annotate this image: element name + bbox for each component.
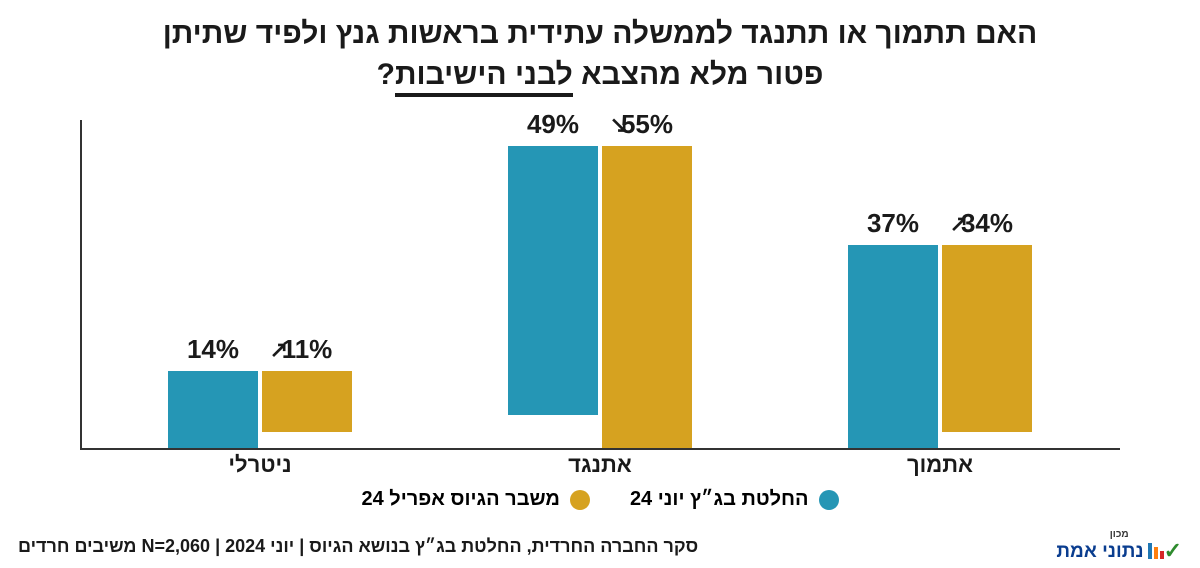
- bar-series1: 34%: [942, 245, 1032, 432]
- bar-value-label: 49%: [508, 109, 598, 146]
- logo-bars-icon: [1148, 543, 1164, 559]
- category-axis: אתמוך אתנגד ניטרלי: [80, 452, 1120, 482]
- legend-swatch-icon: [819, 490, 839, 510]
- legend-label: החלטת בג״ץ יוני 24: [630, 488, 809, 511]
- legend: החלטת בג״ץ יוני 24 משבר הגיוס אפריל 24: [0, 488, 1200, 511]
- title-line2-post: ?: [377, 58, 395, 91]
- logo-small-text: מכון: [1110, 530, 1129, 540]
- footer-text: סקר החברה החרדית, החלטת בג״ץ בנושא הגיוס…: [18, 536, 698, 557]
- logo-main-text: ✓ נתוני אמת: [1056, 540, 1182, 562]
- legend-item: משבר הגיוס אפריל 24: [361, 488, 589, 511]
- bar-value-label: 14%: [168, 334, 258, 371]
- bar-series1: 11%: [262, 371, 352, 432]
- trend-arrow-icon: ↗: [270, 337, 288, 363]
- bar-series2: 49%: [508, 146, 598, 416]
- trend-arrow-icon: ↗: [950, 211, 968, 237]
- trend-arrow-icon: ↘: [610, 112, 628, 138]
- bar-group: 11%14%↗: [150, 371, 370, 448]
- check-icon: ✓: [1164, 540, 1182, 562]
- category-label: אתנגד: [490, 452, 710, 478]
- bar-value-label: 37%: [848, 208, 938, 245]
- bar-series2: 14%: [168, 371, 258, 448]
- footer: מכון ✓ נתוני אמת סקר החברה החרדית, החלטת…: [0, 530, 1200, 562]
- bar-series2: 37%: [848, 245, 938, 449]
- bar-group: 34%37%↗: [830, 245, 1050, 449]
- bar-chart: 34%37%↗55%49%↘11%14%↗: [80, 120, 1120, 450]
- source-logo: מכון ✓ נתוני אמת: [1056, 530, 1182, 562]
- title-line2-pre: פטור מלא מהצבא: [573, 58, 824, 91]
- title-underlined: לבני הישיבות: [395, 58, 573, 97]
- category-label: אתמוך: [830, 452, 1050, 478]
- legend-item: החלטת בג״ץ יוני 24: [630, 488, 839, 511]
- legend-label: משבר הגיוס אפריל 24: [361, 488, 559, 511]
- bar-series1: 55%: [602, 146, 692, 449]
- bar-group: 55%49%↘: [490, 146, 710, 449]
- legend-swatch-icon: [570, 490, 590, 510]
- title-line1: האם תתמוך או תתנגד לממשלה עתידית בראשות …: [163, 17, 1038, 50]
- category-label: ניטרלי: [150, 452, 370, 478]
- chart-title: האם תתמוך או תתנגד לממשלה עתידית בראשות …: [0, 0, 1200, 95]
